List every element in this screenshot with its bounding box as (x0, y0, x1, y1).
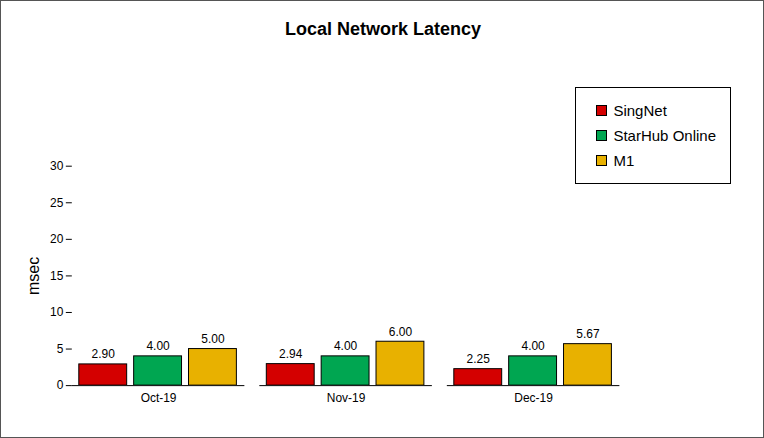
svg-text:5.00: 5.00 (201, 332, 225, 346)
svg-text:4.00: 4.00 (334, 339, 358, 353)
svg-text:2.90: 2.90 (92, 347, 116, 361)
svg-text:20: 20 (50, 232, 64, 246)
svg-text:msec: msec (25, 257, 42, 295)
html-text:SingNet: SingNet (613, 102, 667, 119)
svg-text:Nov-19: Nov-19 (327, 391, 366, 405)
svg-text:25: 25 (50, 196, 64, 210)
svg-text:15: 15 (50, 269, 64, 283)
svg-text:Oct-19: Oct-19 (141, 391, 177, 405)
html-text:StarHub Online: StarHub Online (613, 127, 716, 144)
svg-text:6.00: 6.00 (389, 325, 413, 339)
svg-text:5: 5 (57, 342, 64, 356)
html-text:Local Network Latency: Local Network Latency (285, 19, 481, 39)
html-text:M1: M1 (613, 152, 635, 169)
svg-text:0: 0 (57, 378, 64, 392)
svg-text:30: 30 (50, 159, 64, 173)
svg-text:10: 10 (50, 305, 64, 319)
svg-text:4.00: 4.00 (521, 339, 545, 353)
svg-text:2.25: 2.25 (467, 352, 491, 366)
svg-text:4.00: 4.00 (146, 339, 170, 353)
svg-text:2.94: 2.94 (279, 347, 303, 361)
svg-text:Dec-19: Dec-19 (514, 391, 553, 405)
svg-text:5.67: 5.67 (576, 327, 600, 341)
